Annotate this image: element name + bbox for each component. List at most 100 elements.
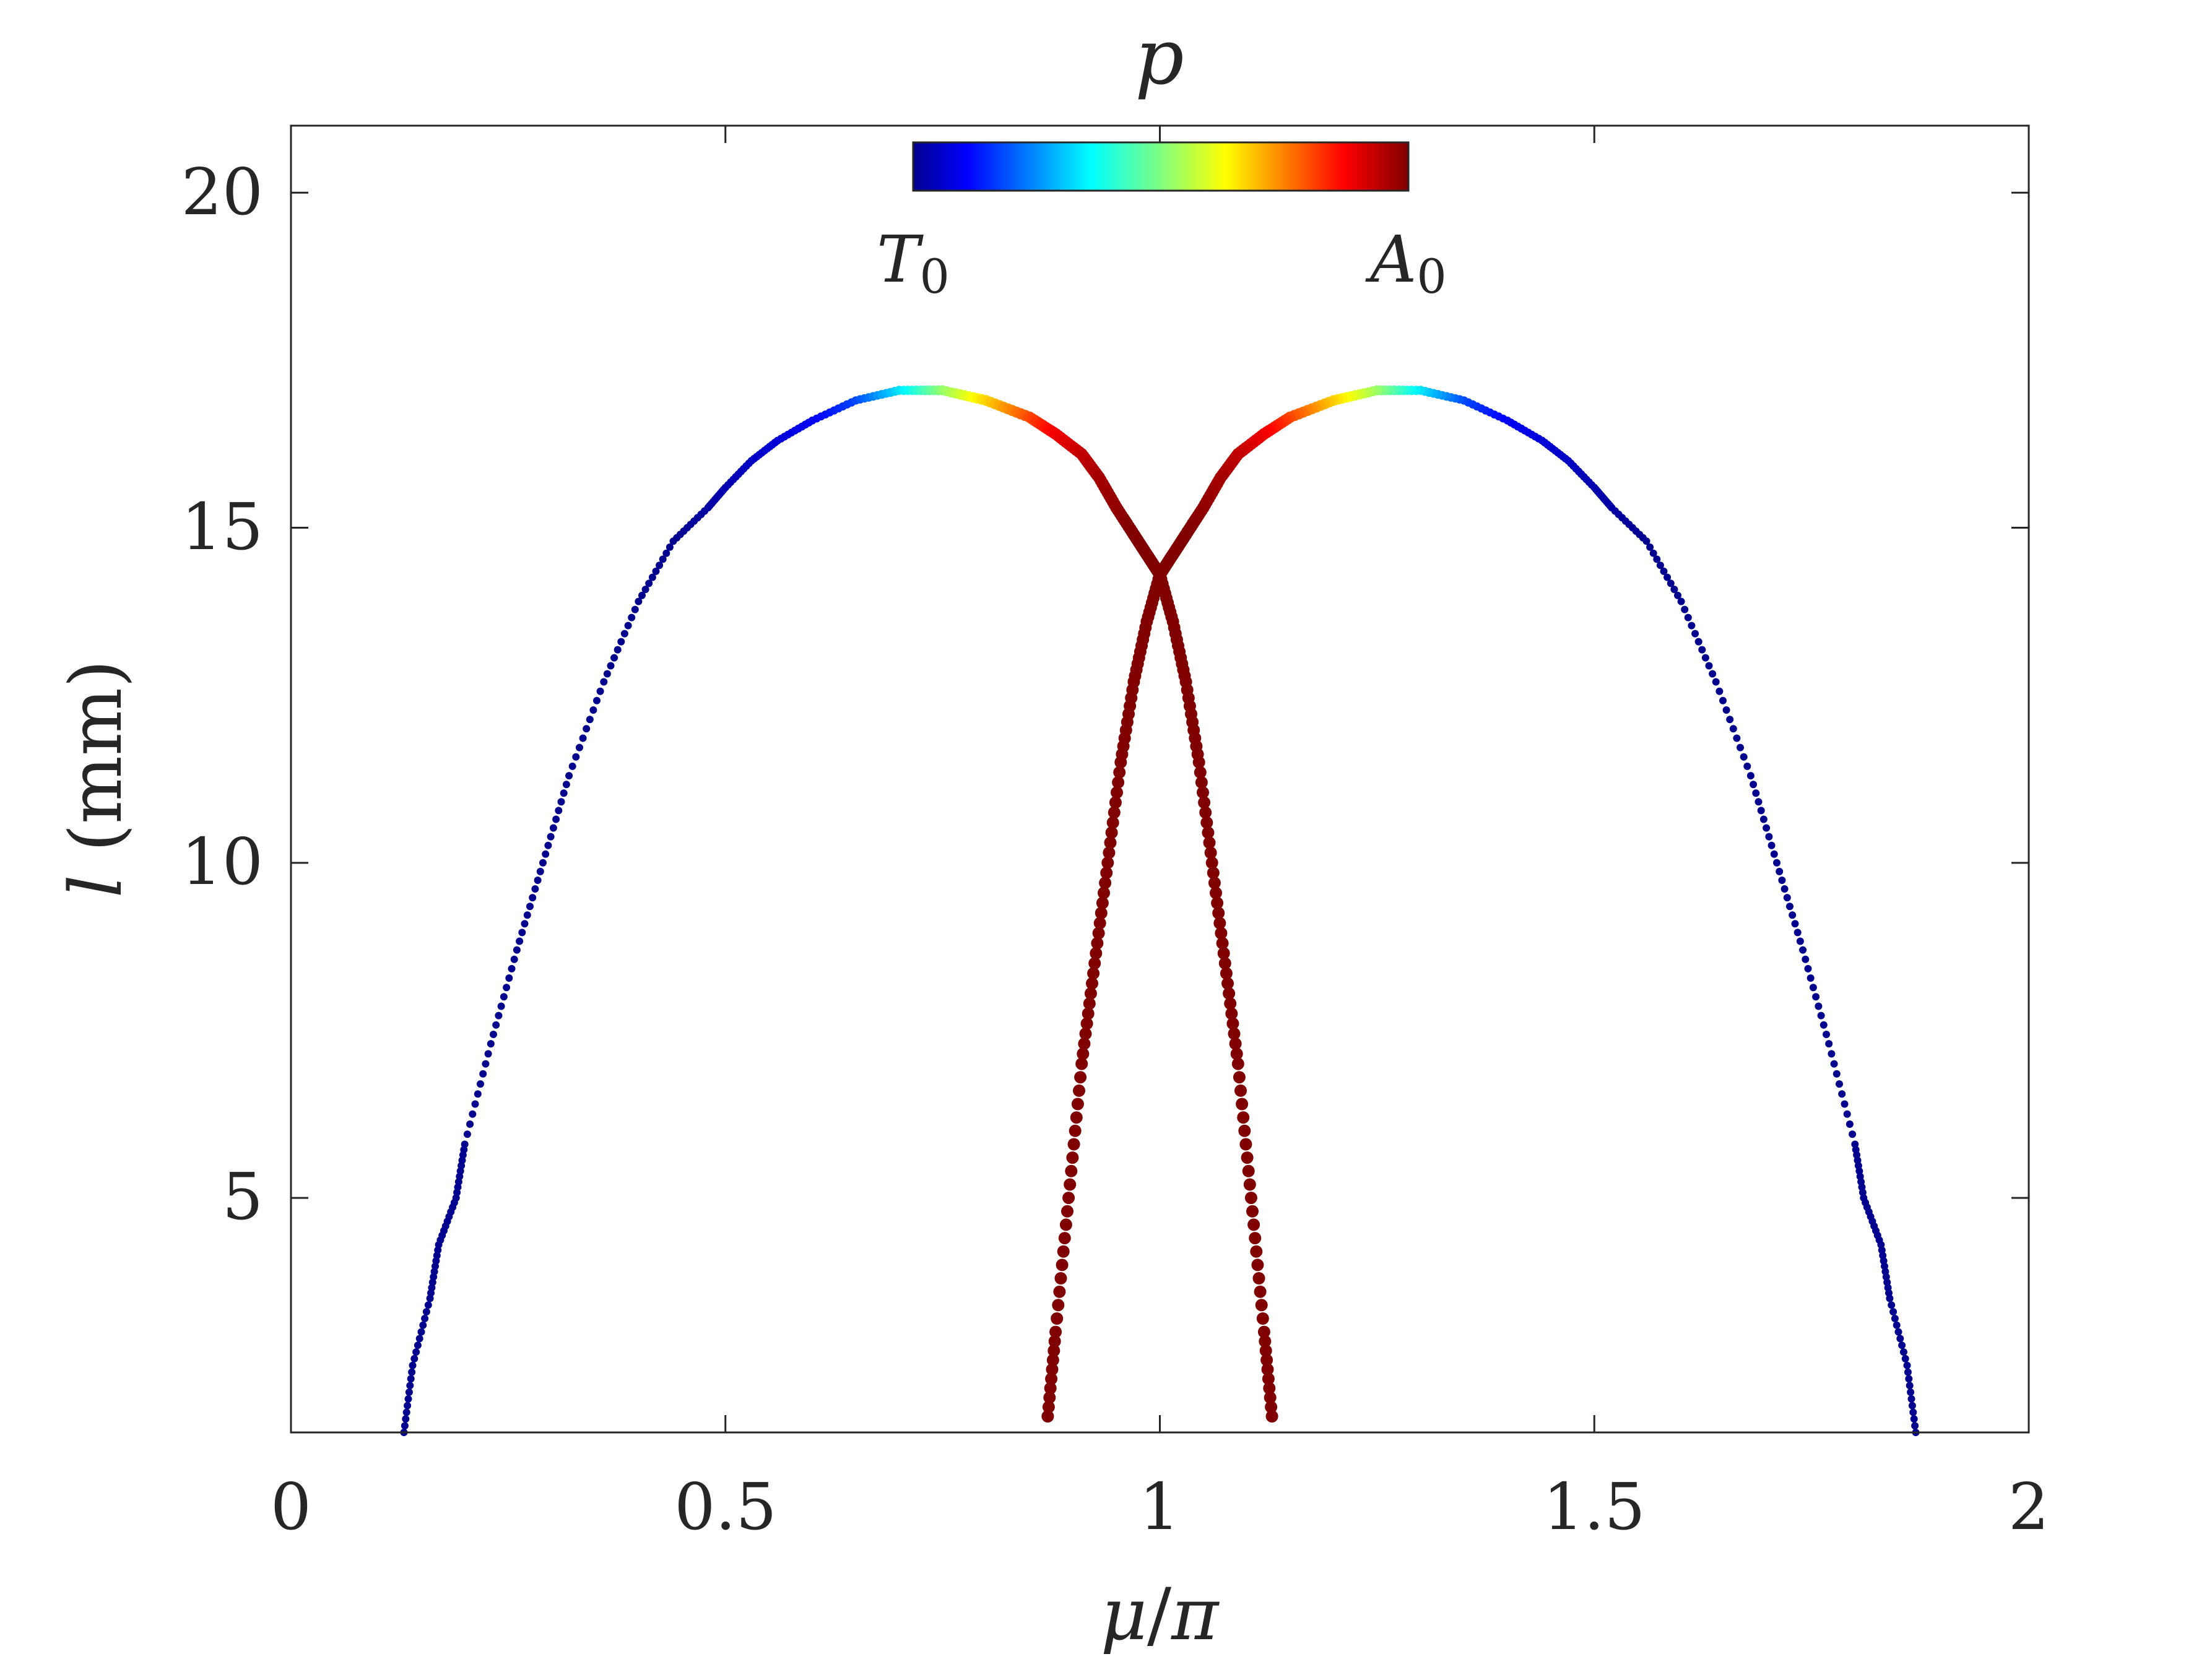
data-point — [572, 753, 580, 761]
data-point — [1806, 974, 1815, 982]
data-point — [1096, 896, 1109, 909]
data-point — [1653, 555, 1661, 563]
data-point — [593, 696, 601, 704]
colorbar-gradient — [912, 141, 1410, 192]
data-point — [482, 1060, 490, 1068]
data-point — [1674, 591, 1681, 599]
data-point — [1225, 1007, 1238, 1020]
colorbar-high-label: A0 — [1365, 222, 1446, 304]
data-point — [1215, 927, 1228, 940]
x-tick-label: 0.5 — [674, 1469, 776, 1544]
tick-layer — [290, 126, 2030, 1432]
data-point — [1090, 947, 1103, 959]
data-point — [1045, 1372, 1058, 1385]
data-point — [635, 597, 643, 605]
data-point — [1825, 1040, 1833, 1048]
data-point — [1767, 841, 1776, 849]
data-point — [586, 716, 594, 724]
data-point — [1904, 1368, 1912, 1376]
data-point — [1740, 753, 1748, 761]
data-point — [415, 1335, 423, 1343]
data-point — [1722, 706, 1730, 714]
data-point — [1105, 826, 1118, 839]
data-point — [1200, 816, 1213, 829]
data-point — [624, 622, 632, 630]
data-point — [1058, 1232, 1071, 1245]
data-point — [1698, 646, 1706, 654]
y-axis-label-unit: (mm) — [54, 660, 138, 875]
data-point — [1046, 1354, 1059, 1367]
data-point — [1828, 1050, 1836, 1058]
data-point — [529, 894, 537, 902]
data-point — [1226, 1017, 1239, 1030]
data-point — [1846, 1120, 1854, 1128]
data-point — [1228, 1027, 1241, 1040]
data-point — [1230, 1047, 1243, 1060]
data-point — [1660, 567, 1668, 575]
y-tick-label: 15 — [181, 489, 263, 565]
data-point — [596, 687, 604, 695]
data-point — [1719, 696, 1727, 704]
data-point — [1709, 670, 1717, 678]
y-tick-label: 20 — [181, 154, 263, 230]
data-point — [1249, 1232, 1262, 1245]
data-point — [1259, 1344, 1272, 1357]
x-tick-label: 2 — [2008, 1469, 2049, 1544]
data-point — [1087, 967, 1100, 980]
data-point — [576, 743, 583, 752]
data-point — [1211, 896, 1224, 909]
data-point — [1849, 1130, 1857, 1138]
data-point — [1061, 1205, 1073, 1218]
data-point — [1099, 877, 1112, 890]
data-point — [1195, 776, 1208, 789]
data-point — [1715, 687, 1724, 695]
data-point — [631, 605, 639, 613]
data-point — [555, 807, 563, 815]
data-point — [1754, 798, 1763, 806]
data-point — [1260, 1354, 1273, 1367]
data-point — [638, 591, 646, 599]
data-point — [1254, 1285, 1267, 1298]
data-point — [1217, 947, 1230, 959]
data-point — [1098, 886, 1110, 899]
x-tick-label: 1.5 — [1543, 1469, 1645, 1544]
data-point — [1893, 1321, 1901, 1329]
colorbar-low-label: T0 — [877, 222, 950, 304]
data-point — [1265, 1410, 1278, 1423]
data-point — [1199, 806, 1212, 819]
data-point — [1046, 1363, 1059, 1376]
y-axis-label-var: l — [54, 875, 138, 898]
data-point — [1095, 907, 1108, 919]
data-point — [1247, 1218, 1260, 1231]
data-point — [1074, 1071, 1087, 1084]
data-point — [1204, 846, 1217, 859]
data-point — [1208, 877, 1221, 890]
data-point — [1786, 903, 1793, 911]
x-tick-labels: 0 0.5 1 1.5 2 — [271, 1469, 2049, 1544]
data-point — [484, 1050, 492, 1058]
data-point — [1746, 772, 1754, 780]
x-tick-label: 1 — [1139, 1469, 1180, 1544]
colorbar-title: p — [1135, 13, 1184, 102]
data-point — [1733, 734, 1741, 742]
data-point — [487, 1040, 495, 1048]
data-point — [1789, 911, 1797, 919]
data-point — [500, 993, 508, 1001]
data-point — [579, 734, 587, 742]
data-point — [1262, 1372, 1275, 1385]
data-point — [1770, 850, 1778, 858]
data-point — [1221, 977, 1234, 990]
data-point — [461, 1140, 469, 1148]
data-point — [603, 670, 611, 678]
data-point — [1084, 987, 1097, 1000]
data-point — [1057, 1245, 1070, 1258]
data-point — [1841, 1100, 1849, 1108]
colorbar-low-base: T — [877, 222, 924, 297]
data-point — [1059, 1218, 1072, 1231]
data-point — [510, 955, 518, 963]
data-point — [412, 1348, 420, 1356]
data-point — [1202, 826, 1215, 839]
data-point — [1104, 836, 1117, 849]
data-point — [1051, 1312, 1064, 1325]
